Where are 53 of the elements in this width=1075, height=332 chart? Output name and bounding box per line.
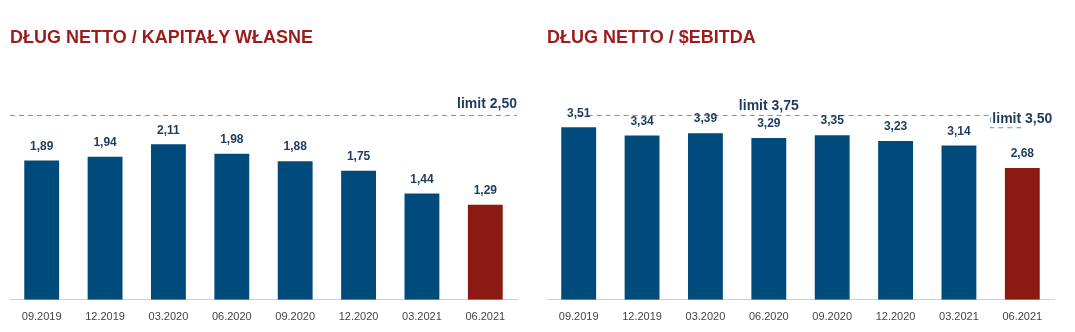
data-label: 2,68 xyxy=(1010,146,1035,161)
x-tick-label: 12.2020 xyxy=(338,310,379,323)
ref-line-label: limit 2,50 xyxy=(457,95,518,112)
data-label: 1,75 xyxy=(346,149,371,164)
data-label: 1,89 xyxy=(30,138,54,153)
data-label: 1,94 xyxy=(93,135,118,150)
data-label: 3,14 xyxy=(947,123,971,138)
data-label: 1,98 xyxy=(220,132,244,147)
x-tick-label: 03.2021 xyxy=(939,310,979,323)
data-label: 3,29 xyxy=(757,116,781,131)
bar xyxy=(1004,168,1040,300)
x-tick-label: 09.2020 xyxy=(812,310,853,323)
bar xyxy=(467,204,503,300)
data-label: 1,44 xyxy=(410,171,434,186)
x-tick-label: 06.2020 xyxy=(748,310,789,323)
x-tick-label: 09.2019 xyxy=(21,310,62,323)
data-label: 2,11 xyxy=(157,122,181,137)
data-label: 3,39 xyxy=(693,111,718,126)
bar xyxy=(878,141,913,300)
x-tick-label: 03.2021 xyxy=(402,310,442,323)
bar xyxy=(24,160,60,300)
data-label: 1,88 xyxy=(283,139,308,154)
data-label: 3,23 xyxy=(883,119,908,134)
bar xyxy=(751,138,787,300)
x-tick-label: 06.2021 xyxy=(1002,310,1043,323)
annotation: limit 3,50 xyxy=(992,109,1053,126)
bar xyxy=(941,145,977,300)
chart-title: DŁUG NETTO / $EBITDA xyxy=(547,26,756,47)
bar xyxy=(277,161,313,300)
chart-title: DŁUG NETTO / KAPITAŁY WŁASNE xyxy=(10,26,314,47)
data-label: 3,51 xyxy=(567,105,591,120)
bar xyxy=(404,193,440,300)
bar xyxy=(624,135,660,300)
bar xyxy=(561,127,597,300)
x-tick-label: 12.2020 xyxy=(875,310,916,323)
bar xyxy=(87,156,123,300)
x-tick-label: 06.2020 xyxy=(211,310,252,323)
bar xyxy=(341,170,376,300)
x-tick-label: 12.2019 xyxy=(622,310,662,323)
x-tick-label: 09.2019 xyxy=(558,310,599,323)
data-label: 3,35 xyxy=(820,113,845,128)
bar xyxy=(688,133,723,300)
data-label: 1,29 xyxy=(473,183,498,197)
bar xyxy=(814,135,850,300)
x-tick-label: 12.2019 xyxy=(85,310,125,323)
x-tick-label: 03.2020 xyxy=(148,310,189,323)
x-tick-label: 06.2021 xyxy=(465,310,506,323)
annotation: limit 3,75 xyxy=(738,97,799,114)
data-label: 3,34 xyxy=(630,113,655,128)
bar xyxy=(151,144,186,300)
bar xyxy=(214,153,250,300)
x-tick-label: 03.2020 xyxy=(685,310,726,323)
x-tick-label: 09.2020 xyxy=(275,310,316,323)
